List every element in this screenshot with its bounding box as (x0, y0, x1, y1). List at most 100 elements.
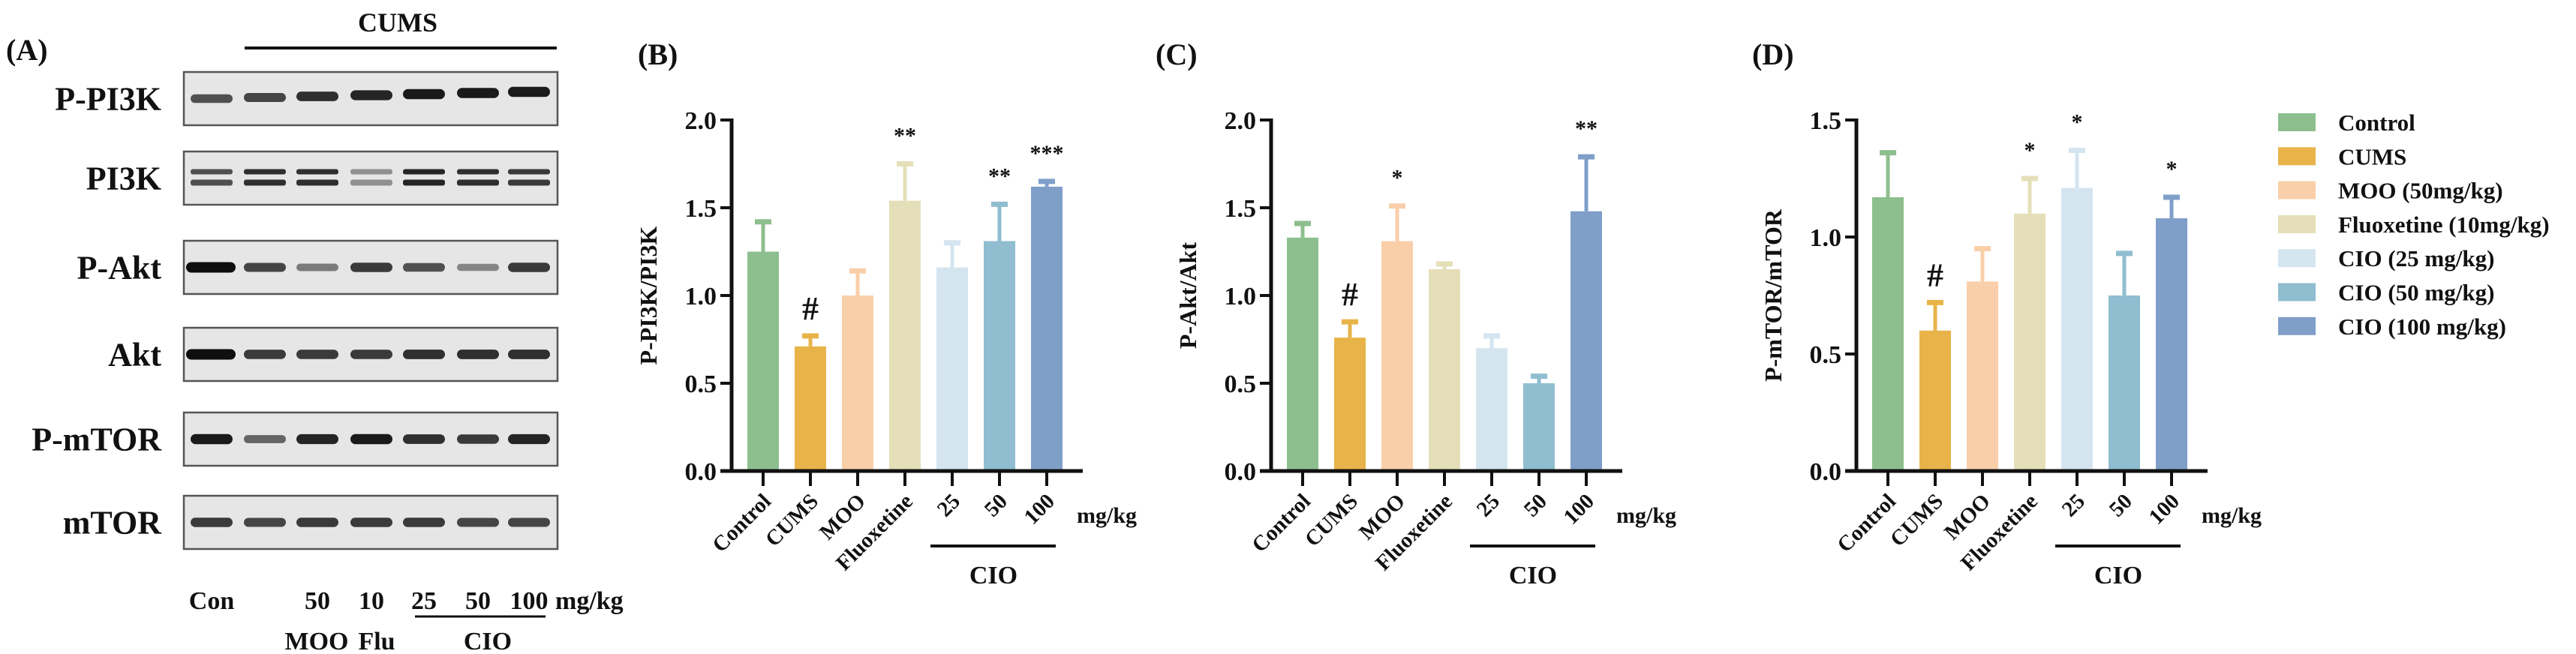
blot-band (508, 179, 550, 186)
legend-item: Control (2278, 110, 2415, 136)
y-tick-label: 0.0 (1810, 458, 1842, 486)
blot-band (457, 518, 499, 527)
blot-band (457, 350, 499, 359)
lane-dose-label: Con (189, 587, 235, 615)
blot-band (508, 262, 550, 272)
blot-band (244, 350, 286, 359)
blot-band (403, 262, 445, 272)
unit-label: mg/kg (1616, 503, 1676, 528)
blot-band (244, 169, 286, 175)
blot-membrane (182, 150, 559, 206)
unit-label: mg/kg (2202, 503, 2262, 528)
y-tick-label: 2.0 (685, 107, 717, 135)
y-tick-label: 0.5 (685, 370, 717, 398)
blot-row-label: P-Akt (77, 250, 162, 286)
blot-band (350, 518, 392, 527)
y-tick-label: 1.5 (1225, 195, 1257, 223)
legend-item: CIO (25 mg/kg) (2278, 245, 2494, 272)
significance-label: * (2166, 157, 2178, 182)
x-tick-label: Control (1247, 489, 1315, 557)
lane-dose-label: 25 (411, 587, 437, 615)
blot-band (350, 434, 392, 445)
blot-band (508, 86, 550, 98)
y-tick-label: 0.0 (1225, 458, 1257, 486)
blot-band (350, 169, 392, 175)
unit-label: mg/kg (1077, 503, 1137, 528)
legend-swatch (2278, 316, 2316, 335)
significance-label: ** (1575, 116, 1598, 141)
significance-label: ** (894, 124, 916, 148)
blot-band (244, 93, 286, 102)
bar (1476, 348, 1507, 471)
legend-swatch (2278, 113, 2316, 131)
bar (1287, 237, 1318, 471)
cums-group-label: CUMS (358, 8, 437, 38)
blot-row-label: Akt (108, 337, 161, 374)
legend-swatch (2278, 283, 2316, 302)
lane-dose-label: 50 (305, 587, 330, 615)
x-tick-label: Control (1832, 489, 1901, 557)
legend-swatch (2278, 214, 2316, 233)
bar (984, 241, 1015, 471)
y-tick-label: 0.5 (1810, 341, 1842, 369)
legend-swatch (2278, 181, 2316, 200)
x-tick-label: 50 (1519, 489, 1552, 521)
legend-item: CUMS (2278, 143, 2406, 170)
blot-band (508, 169, 550, 175)
legend-label: Fluoxetine (10mg/kg) (2338, 212, 2550, 238)
bar (795, 346, 826, 471)
blot-band (403, 350, 445, 359)
blot-band (350, 350, 392, 359)
blot-band (403, 88, 445, 100)
blot-band (191, 434, 233, 445)
blot-band (244, 435, 286, 443)
legend-item: CIO (50 mg/kg) (2278, 280, 2494, 306)
blot-row: P-mTOR (32, 411, 559, 467)
cio-group-label: CIO (464, 628, 512, 654)
bar-chart-b: (B)P-PI3K/PI3KControl#CUMSMOO**Fluoxetin… (635, 38, 1137, 590)
legend-item: CIO (100 mg/kg) (2278, 314, 2506, 340)
significance-label: * (2024, 138, 2036, 163)
legend-swatch (2278, 249, 2316, 268)
blot-band (191, 169, 233, 175)
bar (747, 251, 779, 471)
blot-row: P-PI3K (55, 70, 559, 127)
bar (2109, 296, 2140, 471)
bar (1967, 281, 1998, 471)
bar (1381, 241, 1413, 471)
x-tick-label: 50 (980, 489, 1012, 521)
x-tick-label: CUMS (761, 489, 823, 551)
blot-band (191, 518, 233, 527)
blot-band (244, 518, 286, 527)
blot-band (186, 349, 236, 360)
blot-band (403, 434, 445, 444)
legend-label: CUMS (2338, 143, 2406, 170)
blot-band (244, 262, 286, 272)
legend-item: MOO (50mg/kg) (2278, 178, 2503, 204)
moo-group-label: MOO (285, 628, 349, 654)
y-tick-label: 0.5 (1225, 370, 1257, 398)
blot-row-label: P-PI3K (55, 81, 161, 118)
bar (2061, 188, 2093, 472)
blot-band (296, 350, 338, 359)
blot-band (186, 262, 236, 273)
blot-band (457, 88, 499, 98)
blot-band (350, 90, 392, 100)
y-tick-label: 1.5 (1810, 107, 1842, 135)
x-tick-label: 25 (933, 489, 965, 521)
blot-band (296, 179, 338, 186)
significance-label: # (1927, 256, 1943, 293)
blot-band (244, 179, 286, 186)
panel-label: (B) (638, 38, 678, 71)
legend-label: CIO (100 mg/kg) (2338, 314, 2506, 340)
panel-label-a: (A) (6, 33, 48, 67)
cio-group-label: CIO (969, 562, 1017, 590)
blot-band (508, 350, 550, 359)
bar (1919, 330, 1951, 471)
bar (1031, 186, 1063, 472)
blot-band (457, 169, 499, 175)
x-tick-label: Control (708, 489, 776, 557)
bar (1872, 196, 1904, 471)
significance-label: * (2072, 110, 2083, 135)
